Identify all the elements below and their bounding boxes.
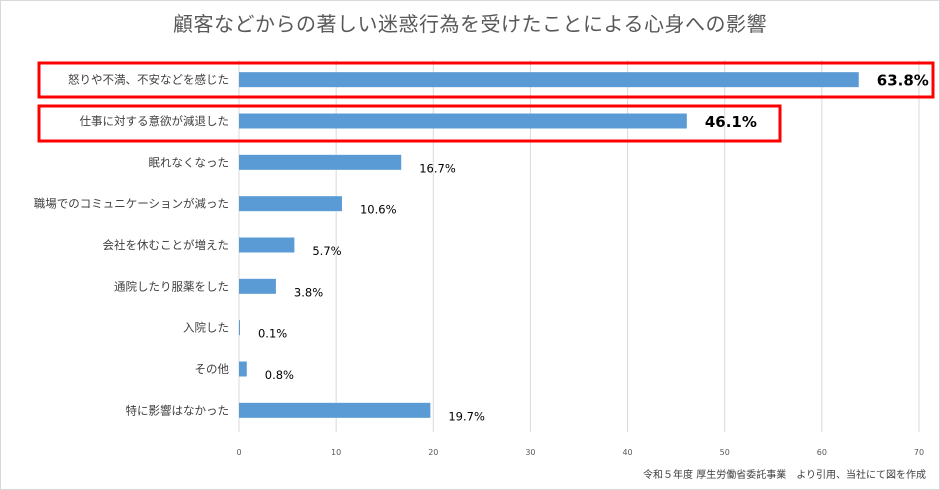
data-label: 63.8%: [877, 72, 929, 90]
highlight-box: [37, 104, 782, 143]
bar: [239, 361, 247, 377]
x-tick-label: 50: [720, 448, 730, 457]
x-tick-label: 0: [236, 448, 241, 457]
category-label: 通院したり服薬をした: [114, 279, 229, 293]
data-label: 16.7%: [419, 161, 456, 175]
bar: [239, 113, 687, 129]
x-tick-label: 30: [525, 448, 535, 457]
bar: [239, 237, 295, 253]
category-label: その他: [195, 362, 230, 376]
category-label: 仕事に対する意欲が減退した: [80, 114, 230, 128]
bar: [239, 72, 859, 88]
bar: [239, 154, 402, 170]
chart-title: 顧客などからの著しい迷惑行為を受けたことによる心身への影響: [173, 12, 767, 36]
x-tick-label: 20: [428, 448, 438, 457]
bar: [239, 278, 276, 294]
x-tick-label: 70: [914, 448, 924, 457]
data-label: 5.7%: [312, 244, 341, 258]
bar: [239, 196, 342, 212]
data-label: 19.7%: [448, 409, 485, 423]
bar: [239, 402, 431, 418]
category-label: 特に影響はなかった: [126, 403, 230, 417]
highlight-box: [37, 61, 935, 99]
category-label: 怒りや不満、不安などを感じた: [68, 73, 229, 87]
x-tick-label: 40: [622, 448, 632, 457]
x-tick-label: 60: [817, 448, 827, 457]
category-label: 眠れなくなった: [149, 155, 230, 169]
source-note: 令和５年度 厚生労働省委託事業 より引用、当社にて図を作成: [643, 470, 926, 481]
data-label: 3.8%: [294, 285, 323, 299]
category-label: 職場でのコミュニケーションが減った: [34, 197, 229, 211]
data-label: 46.1%: [705, 113, 757, 131]
data-label: 10.6%: [360, 203, 397, 217]
x-tick-label: 10: [331, 448, 341, 457]
data-label: 0.8%: [265, 368, 294, 382]
category-label: 会社を休むことが増えた: [103, 238, 230, 252]
bar: [239, 320, 240, 336]
category-label: 入院した: [183, 321, 229, 335]
data-label: 0.1%: [258, 327, 287, 341]
